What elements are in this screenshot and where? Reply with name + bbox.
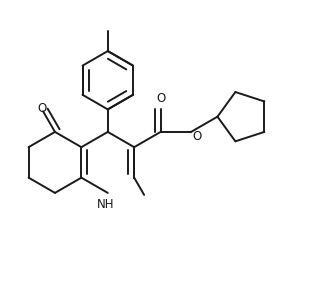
Text: O: O bbox=[156, 92, 165, 105]
Text: O: O bbox=[193, 130, 202, 143]
Text: NH: NH bbox=[96, 198, 114, 211]
Text: O: O bbox=[37, 102, 46, 115]
